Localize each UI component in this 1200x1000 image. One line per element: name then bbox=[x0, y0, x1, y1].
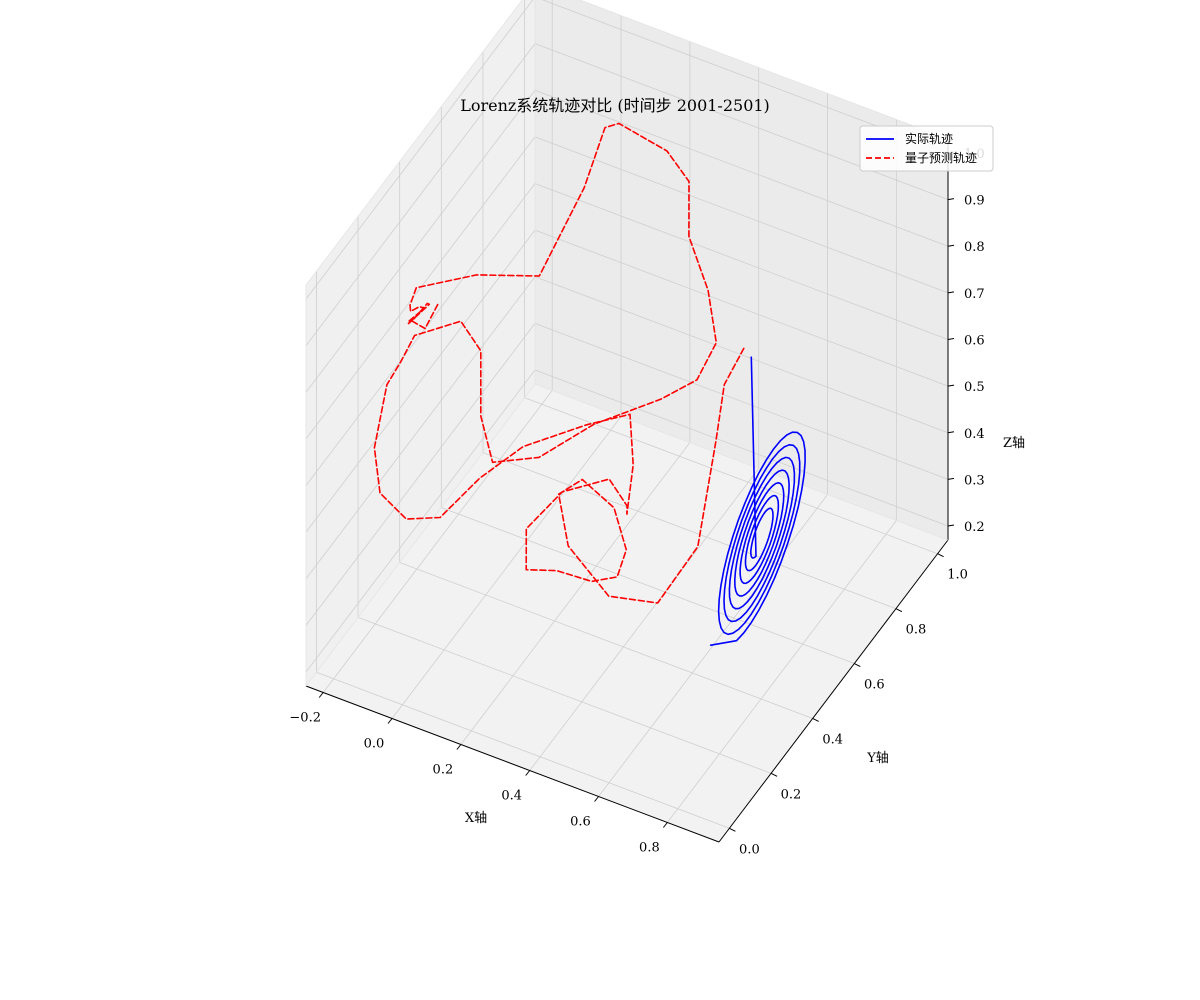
z-gridline-left bbox=[305, 0, 534, 300]
y-gridline-floor bbox=[399, 562, 813, 719]
z-tick-label: 0.7 bbox=[964, 287, 985, 302]
x-tick-mark bbox=[318, 692, 324, 698]
z-tick-mark bbox=[947, 338, 955, 340]
y-gridline-floor bbox=[482, 452, 897, 610]
z-gridline-back bbox=[534, 369, 949, 527]
series-predicted-line bbox=[373, 122, 745, 604]
z-tick-label: 0.4 bbox=[964, 427, 985, 442]
z-gridline-back bbox=[534, 276, 949, 434]
y-tick-label: 0.0 bbox=[739, 842, 760, 857]
x-tick-label: −0.2 bbox=[289, 711, 321, 726]
z-tick-label: 0.2 bbox=[964, 520, 985, 535]
legend-label-predicted: 量子预测轨迹 bbox=[905, 151, 977, 165]
legend-frame bbox=[859, 125, 994, 172]
y-gridline-floor bbox=[316, 671, 730, 829]
pane-edge bbox=[534, 383, 949, 541]
x-tick-mark bbox=[387, 718, 393, 724]
x-tick-mark bbox=[456, 744, 462, 750]
z-tick-mark bbox=[947, 431, 955, 434]
x-tick-mark bbox=[594, 796, 599, 802]
z-gridline-back bbox=[534, 89, 949, 247]
z-gridline-back bbox=[534, 183, 949, 340]
pane-edge bbox=[578, 0, 949, 140]
x-tick-label: 0.6 bbox=[570, 815, 591, 830]
series-actual-line bbox=[709, 356, 806, 646]
x-tick-mark bbox=[525, 770, 531, 776]
z-gridline-left bbox=[305, 229, 536, 533]
axes-grid bbox=[305, 0, 949, 829]
z-tick-mark bbox=[947, 291, 955, 294]
z-gridline-back bbox=[534, 229, 949, 387]
z-gridline-left bbox=[305, 323, 536, 626]
z-gridline-left bbox=[305, 369, 536, 673]
y-tick-mark bbox=[770, 772, 778, 777]
z-tick-label: 0.6 bbox=[964, 334, 985, 349]
legend: 实际轨迹 量子预测轨迹 bbox=[859, 125, 994, 172]
z-tick-mark bbox=[947, 477, 955, 480]
x-gridline-floor bbox=[460, 442, 691, 745]
y-tick-mark bbox=[729, 827, 736, 832]
z-gridline-left bbox=[305, 136, 536, 440]
z-tick-mark bbox=[947, 384, 955, 387]
series-layer bbox=[373, 122, 806, 646]
z-tick-label: 0.9 bbox=[964, 194, 985, 209]
z-gridline-left bbox=[305, 276, 536, 579]
x-gridline-floor bbox=[322, 390, 553, 693]
z-gridline-back bbox=[534, 43, 949, 200]
legend-label-actual: 实际轨迹 bbox=[905, 131, 953, 146]
x-axis-label: X轴 bbox=[465, 811, 487, 826]
x-tick-mark bbox=[662, 822, 668, 828]
z-tick-label: 0.5 bbox=[964, 380, 985, 395]
x-gridline-floor bbox=[667, 520, 897, 823]
x-tick-label: 0.2 bbox=[433, 763, 454, 778]
y-tick-label: 0.2 bbox=[781, 787, 802, 802]
z-axis-label: Z轴 bbox=[1003, 436, 1025, 451]
pane-edge bbox=[305, 0, 523, 286]
y-tick-label: 0.4 bbox=[822, 733, 843, 748]
z-tick-mark bbox=[947, 244, 955, 247]
z-tick-mark bbox=[947, 198, 955, 201]
y-tick-mark bbox=[812, 718, 819, 722]
y-tick-label: 0.6 bbox=[864, 678, 885, 693]
y-tick-mark bbox=[895, 608, 903, 613]
x-gridline-floor bbox=[391, 416, 622, 719]
z-gridline-left bbox=[305, 90, 536, 393]
x-tick-label: 0.8 bbox=[639, 841, 660, 856]
y-axis-line bbox=[718, 539, 949, 843]
y-tick-label: 0.8 bbox=[906, 623, 927, 638]
pane-edge bbox=[305, 383, 536, 687]
axis-lines bbox=[305, 0, 949, 843]
y-axis-label: Y轴 bbox=[866, 751, 889, 766]
chart-title: Lorenz系统轨迹对比 (时间步 2001-2501) bbox=[460, 96, 770, 115]
axis-ticks: −0.2 0.0 0.2 0.4 0.6 0.8 0.0 0.2 0.4 0.6 0.8 1.0 0.2… bbox=[289, 147, 984, 857]
z-gridline-back bbox=[534, 323, 949, 480]
z-gridline-left bbox=[305, 43, 536, 346]
y-gridline-floor bbox=[357, 616, 772, 774]
z-tick-label: 0.3 bbox=[964, 473, 985, 488]
x-tick-label: 0.4 bbox=[501, 789, 522, 804]
y-tick-mark bbox=[854, 663, 861, 667]
z-gridline-back bbox=[534, 136, 949, 294]
x-gridline-floor bbox=[529, 468, 760, 771]
z-tick-mark bbox=[947, 524, 955, 527]
y-tick-mark bbox=[937, 553, 944, 558]
x-axis-line bbox=[305, 685, 720, 843]
x-tick-label: 0.0 bbox=[364, 737, 385, 752]
y-gridline-floor bbox=[441, 507, 855, 664]
z-tick-label: 0.8 bbox=[964, 240, 985, 255]
y-tick-label: 1.0 bbox=[947, 568, 968, 583]
left-pane bbox=[306, 0, 535, 686]
